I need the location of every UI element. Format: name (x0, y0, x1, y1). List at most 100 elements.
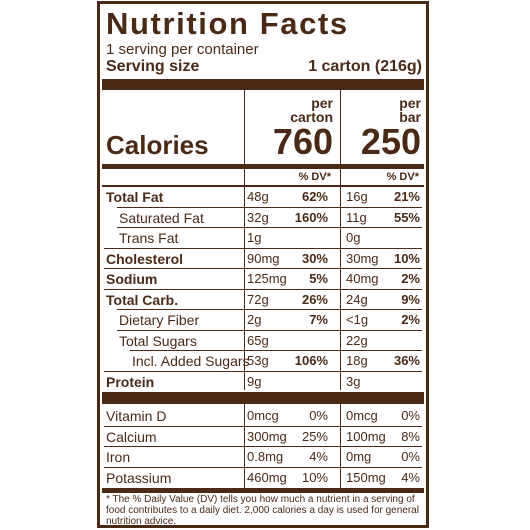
dv-bar: 55% (393, 209, 420, 225)
dv-carton: 0% (309, 408, 328, 423)
amount-bar: 0g (346, 230, 361, 245)
amount-carton: 9g (247, 373, 262, 389)
footnote: * The % Daily Value (DV) tells you how m… (106, 494, 419, 527)
column-header-carton-line2: carton (290, 109, 333, 125)
nutrient-row: Total Sugars 65g 22g (102, 331, 424, 352)
serving-size-row: Serving size 1 carton (216g) (106, 58, 422, 76)
dv-carton: 106% (294, 353, 328, 368)
nutrition-facts-label: Nutrition Facts 1 serving per container … (97, 1, 429, 528)
amount-bar: 18g (346, 353, 368, 368)
nutrient-name: Cholesterol (106, 250, 184, 267)
dv-bar: 10% (393, 250, 420, 266)
amount-carton: 2g (247, 312, 262, 327)
nutrient-name: Calcium (106, 428, 157, 445)
dv-carton: 5% (309, 271, 328, 286)
dv-carton: 30% (301, 250, 328, 266)
serving-size-label: Serving size (106, 58, 200, 75)
dv-bar: 21% (393, 189, 420, 204)
dv-bar: 2% (401, 271, 420, 286)
row-divider (104, 268, 422, 269)
amount-bar: 100mg (346, 428, 386, 444)
calories-bar: 250 (360, 121, 421, 162)
amount-carton: 0mcg (247, 408, 279, 423)
nutrient-row: Calcium 300mg 25% 100mg 8% (102, 427, 424, 448)
nutrient-name: Saturated Fat (119, 209, 204, 226)
nutrient-name: Incl. Added Sugars (132, 353, 250, 369)
amount-carton: 1g (247, 230, 262, 245)
dv-bar: 8% (401, 428, 420, 444)
nutrient-name: Total Fat (106, 189, 164, 205)
dv-header-bar: % DV* (386, 171, 419, 183)
amount-bar: <1g (346, 312, 369, 327)
amount-carton: 460mg (247, 469, 287, 485)
row-divider (117, 309, 422, 310)
nutrient-row: Sodium 125mg 5% 40mg 2% (102, 269, 424, 290)
amount-bar: 24g (346, 291, 368, 307)
dv-carton: 160% (294, 209, 328, 225)
footnote-divider (102, 488, 424, 493)
dv-bar: 9% (401, 291, 420, 307)
nutrient-name: Vitamin D (106, 408, 167, 424)
nutrient-row: Iron 0.8mg 4% 0mg 0% (102, 447, 424, 468)
column-divider-left (244, 90, 245, 390)
nutrient-row: Cholesterol 90mg 30% 30mg 10% (102, 249, 424, 270)
thin-divider-dv (102, 185, 424, 187)
amount-carton: 300mg (247, 428, 287, 444)
nutrient-name: Trans Fat (119, 230, 179, 246)
dv-carton: 25% (301, 428, 328, 444)
dv-carton: 4% (309, 449, 328, 464)
row-divider (130, 350, 422, 351)
row-divider (104, 247, 422, 249)
nutrient-row: Trans Fat 1g 0g (102, 228, 424, 249)
column-header-carton: per carton (245, 96, 333, 124)
nutrient-name: Iron (106, 449, 131, 465)
amount-bar: 0mcg (346, 408, 378, 423)
nutrient-name: Total Carb. (106, 291, 179, 308)
calories-carton: 760 (272, 121, 333, 162)
nutrient-row: Total Fat 48g 62% 16g 21% (102, 187, 424, 208)
nutrient-name: Dietary Fiber (119, 312, 200, 328)
nutrient-row: Protein 9g 3g (102, 372, 424, 393)
amount-bar: 40mg (346, 271, 379, 286)
nutrient-name: Total Sugars (119, 332, 197, 349)
dv-bar: 36% (393, 353, 420, 368)
amount-bar: 16g (346, 189, 368, 204)
amount-carton: 53g (247, 353, 269, 368)
dv-carton: 26% (301, 291, 328, 307)
row-divider (104, 446, 422, 447)
thick-divider-vitamins (102, 392, 424, 404)
column-header-bar-line2: bar (399, 109, 421, 125)
amount-bar: 22g (346, 332, 368, 348)
amount-bar: 3g (346, 373, 361, 389)
label-title: Nutrition Facts (106, 6, 349, 41)
column-header-carton-line1: per (311, 95, 333, 111)
nutrient-name: Sodium (106, 271, 158, 287)
thick-divider-top (102, 79, 424, 90)
row-divider (104, 288, 422, 290)
row-divider (117, 329, 422, 331)
calories-label: Calories (106, 130, 209, 160)
amount-bar: 150mg (346, 469, 386, 485)
row-divider (117, 206, 422, 208)
dv-carton: 62% (301, 189, 328, 204)
serving-size-value: 1 carton (216g) (308, 58, 422, 75)
dv-header-carton: % DV* (298, 171, 331, 183)
row-divider (104, 370, 422, 372)
nutrient-row: Incl. Added Sugars 53g 106% 18g 36% (102, 351, 424, 372)
nutrient-row: Saturated Fat 32g 160% 11g 55% (102, 208, 424, 229)
amount-carton: 32g (247, 209, 269, 225)
amount-bar: 0mg (346, 449, 372, 464)
amount-carton: 48g (247, 189, 269, 204)
nutrient-row: Dietary Fiber 2g 7% <1g 2% (102, 310, 424, 331)
amount-bar: 30mg (346, 250, 379, 266)
column-divider-center (340, 90, 341, 390)
column-header-bar-line1: per (399, 95, 421, 111)
amount-carton: 0.8mg (247, 449, 284, 464)
dv-carton: 7% (309, 312, 328, 327)
column-header-bar: per bar (342, 96, 421, 124)
amount-carton: 125mg (247, 271, 287, 286)
row-divider (117, 227, 422, 228)
nutrient-name: Protein (106, 373, 155, 390)
nutrient-name: Potassium (106, 469, 172, 486)
nutrient-row: Vitamin D 0mcg 0% 0mcg 0% (102, 406, 424, 427)
